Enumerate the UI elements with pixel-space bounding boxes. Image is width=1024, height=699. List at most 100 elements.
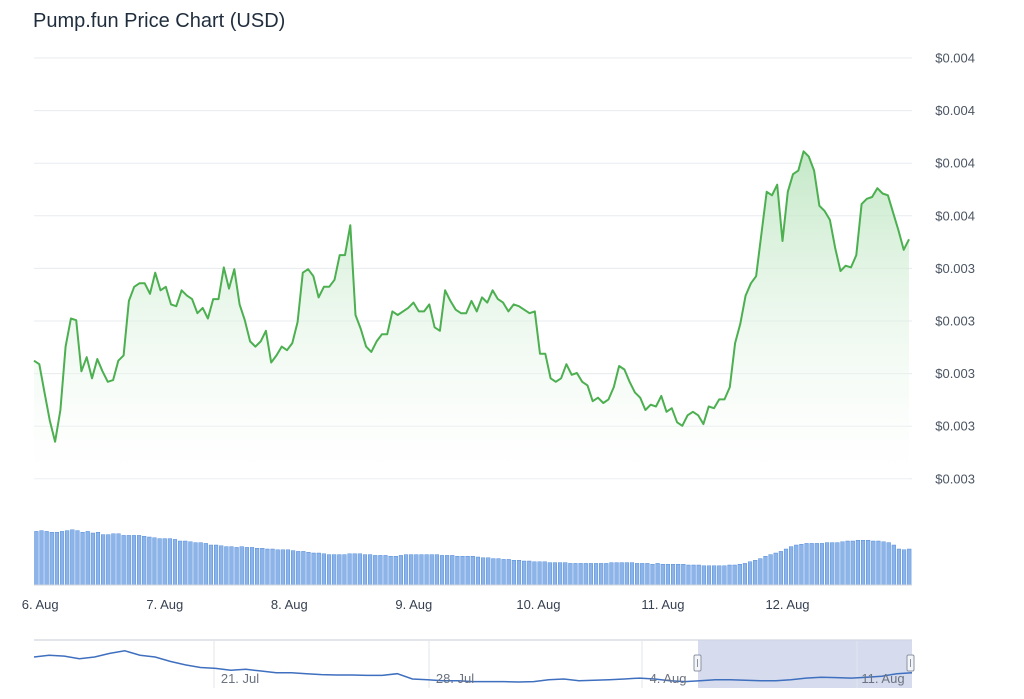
volume-bar [393, 556, 398, 586]
volume-bar [429, 554, 434, 586]
volume-bar [326, 554, 332, 586]
volume-bar [583, 563, 588, 586]
volume-bar [599, 563, 604, 586]
volume-bar [563, 562, 568, 586]
volume-bar [419, 554, 424, 586]
volume-bar [568, 563, 573, 586]
volume-bar [891, 544, 896, 586]
volume-bar [332, 554, 337, 586]
y-tick-label: $0.004 [935, 156, 975, 171]
volume-bar [90, 532, 95, 586]
volume-bar [737, 564, 742, 586]
navigator-tick-label: 4. Aug [650, 671, 687, 686]
volume-bar [691, 564, 696, 586]
volume-bar [373, 555, 378, 586]
volume-bar [337, 554, 342, 586]
volume-bar [470, 556, 475, 586]
y-tick-label: $0.003 [935, 419, 975, 434]
volume-bar [845, 540, 850, 586]
volume-bar [95, 532, 101, 586]
volume-bar [670, 564, 676, 586]
volume-bar [783, 548, 789, 586]
price-area-fill [34, 151, 909, 481]
volume-bar [645, 563, 650, 586]
volume-bar [301, 551, 306, 586]
volume-bar [809, 543, 814, 586]
volume-bar [111, 533, 116, 586]
price-area [33, 150, 910, 481]
volume-bar [660, 564, 665, 586]
volume-bar [54, 532, 59, 586]
volume-bar [198, 542, 203, 586]
volume-bar [445, 555, 450, 586]
volume-bar [804, 543, 809, 586]
volume-bar [727, 564, 732, 586]
volume-bar [70, 529, 75, 586]
volume-bar [106, 534, 111, 586]
volume-bar [789, 546, 794, 586]
volume-bar [681, 564, 686, 586]
volume-bar [316, 552, 321, 586]
volume-bar [460, 556, 465, 586]
volume-bar [352, 553, 357, 586]
x-tick-label: 10. Aug [516, 597, 560, 612]
volume-bar [629, 562, 635, 586]
volume-bar [383, 555, 388, 586]
volume-bar [902, 549, 907, 586]
volume-bar [701, 565, 706, 586]
navigator-tick-label: 21. Jul [221, 671, 259, 686]
volume-bar [239, 546, 244, 586]
volume-bar [537, 561, 542, 586]
volume-bar [665, 564, 670, 586]
y-tick-label: $0.004 [935, 51, 975, 66]
volume-bar [830, 542, 835, 586]
volume-bar [362, 554, 368, 586]
x-tick-label: 9. Aug [395, 597, 432, 612]
volume-bar [455, 556, 460, 586]
volume-bar [573, 563, 578, 586]
volume-bar [347, 553, 352, 586]
navigator-tick-label: 11. Aug [861, 671, 904, 686]
volume-bar [450, 555, 455, 586]
volume-bar [676, 564, 681, 586]
volume-bar [414, 554, 419, 586]
volume-bar [162, 538, 167, 586]
volume-bar [270, 548, 275, 586]
volume-bar [475, 556, 481, 586]
volume-bar [896, 548, 902, 586]
volume-bar [511, 560, 516, 586]
chart-title: Pump.fun Price Chart (USD) [33, 10, 285, 32]
volume-bar [368, 554, 373, 586]
volume-bar [39, 530, 44, 586]
volume-bar [860, 540, 866, 586]
volume-bar [532, 561, 537, 586]
volume-bar [552, 562, 558, 586]
volume-bar [593, 563, 599, 586]
volume-bar [116, 533, 121, 586]
volume-bar [588, 563, 593, 586]
volume-bar [357, 553, 362, 586]
volume-bar [280, 549, 285, 586]
volume-bar [855, 540, 860, 586]
volume-bar [712, 565, 717, 586]
x-tick-label: 11. Aug [641, 597, 684, 612]
volume-bar [172, 539, 178, 586]
volume-bar [388, 556, 393, 586]
x-tick-label: 7. Aug [146, 597, 183, 612]
volume-bar [732, 564, 737, 586]
volume-bar [234, 547, 239, 586]
volume-bar [439, 555, 445, 586]
volume-bar [398, 555, 403, 586]
volume-bar [193, 542, 198, 586]
volume-bar [773, 552, 778, 586]
navigator[interactable]: 21. Jul 28. Jul 4. Aug 11. Aug [33, 639, 915, 688]
x-tick-label: 8. Aug [271, 597, 308, 612]
volume-bar [717, 565, 722, 586]
volume-bar [378, 555, 383, 586]
navigator-series-line [33, 650, 913, 683]
volume-bar [547, 562, 552, 586]
volume-bar [142, 536, 147, 586]
x-tick-label: 6. Aug [22, 597, 59, 612]
volume-bar [850, 540, 855, 586]
